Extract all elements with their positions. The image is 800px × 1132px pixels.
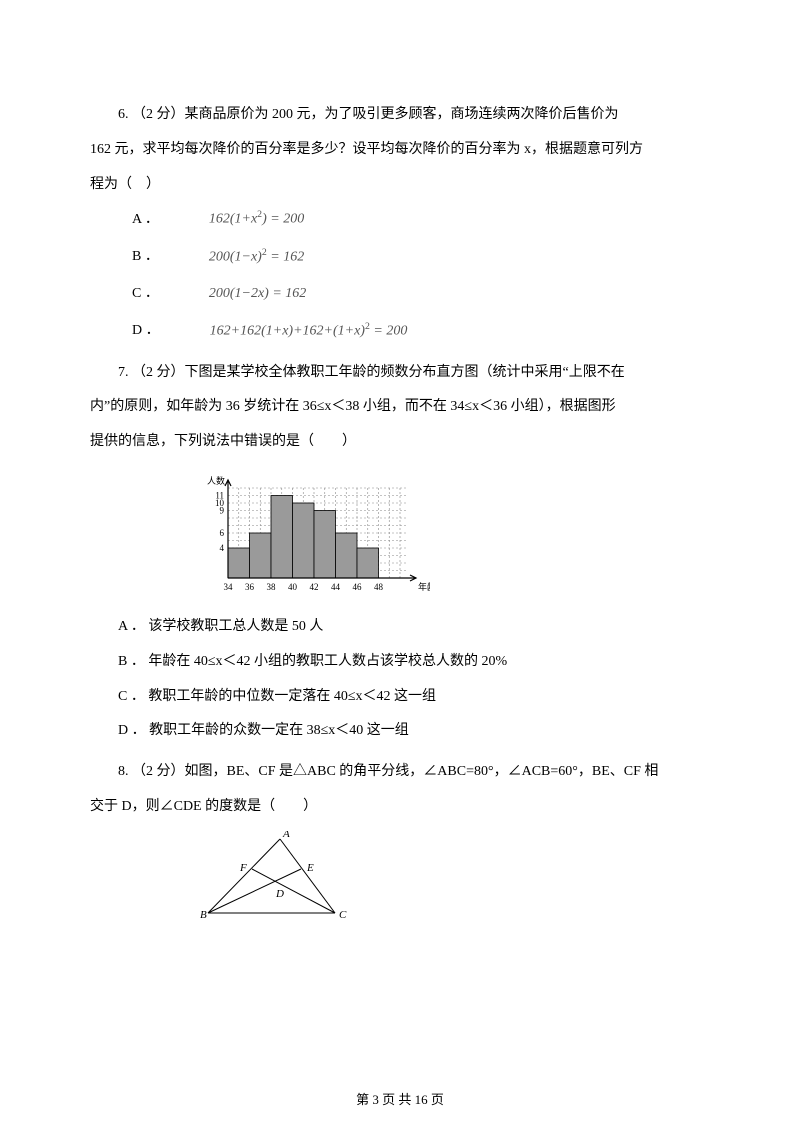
svg-text:38: 38 xyxy=(267,582,277,592)
svg-text:D: D xyxy=(275,888,284,900)
formula-image: 200(1−2x) = 162 xyxy=(167,279,306,310)
svg-text:34: 34 xyxy=(224,582,234,592)
formula-image: 162+162(1+x)+162+(1+x)2 = 200 xyxy=(168,316,408,347)
q7-option-b: B ． 年龄在 40≤x＜42 小组的教职工人数占该学校总人数的 20% xyxy=(90,647,710,678)
q8-stem-line2: 交于 D，则∠CDE 的度数是（ ） xyxy=(90,792,710,823)
q7-stem-line1: 7. （2 分）下图是某学校全体教职工年龄的频数分布直方图（统计中采用“上限不在 xyxy=(90,358,710,389)
svg-text:A: A xyxy=(282,831,290,840)
histogram-chart: 人数46910113436384042444648年龄 xyxy=(200,470,710,600)
svg-text:F: F xyxy=(239,862,247,874)
svg-text:E: E xyxy=(306,862,314,874)
page-footer: 第 3 页 共 16 页 xyxy=(0,1089,800,1108)
svg-text:年龄: 年龄 xyxy=(418,581,430,592)
formula-image: 162(1+x2) = 200 xyxy=(167,204,304,235)
option-label: A ． xyxy=(90,205,159,236)
svg-text:B: B xyxy=(200,909,207,921)
svg-text:4: 4 xyxy=(220,543,225,553)
svg-text:44: 44 xyxy=(331,582,341,592)
svg-text:40: 40 xyxy=(288,582,298,592)
svg-text:11: 11 xyxy=(215,490,224,500)
q7-option-c: C ． 教职工年龄的中位数一定落在 40≤x＜42 这一组 xyxy=(90,682,710,713)
q6-option-d: D ． 162+162(1+x)+162+(1+x)2 = 200 xyxy=(90,316,710,347)
svg-text:46: 46 xyxy=(353,582,363,592)
q7-stem-line3: 提供的信息，下列说法中错误的是（ ） xyxy=(90,427,710,458)
q6-stem-line3: 程为（ ） xyxy=(90,170,710,201)
q8-stem-line1: 8. （2 分）如图，BE、CF 是△ABC 的角平分线，∠ABC=80°，∠A… xyxy=(90,757,710,788)
geometry-svg: A B C F E D xyxy=(200,831,350,926)
svg-text:C: C xyxy=(339,909,347,921)
q7-option-a: A ． 该学校教职工总人数是 50 人 xyxy=(90,612,710,643)
q6-option-a: A ． 162(1+x2) = 200 xyxy=(90,204,710,235)
q6-stem-line2: 162 元，求平均每次降价的百分率是多少？设平均每次降价的百分率为 x，根据题意… xyxy=(90,135,710,166)
option-label: C ． xyxy=(90,279,159,310)
histogram-svg: 人数46910113436384042444648年龄 xyxy=(200,470,430,600)
svg-text:36: 36 xyxy=(245,582,255,592)
svg-text:6: 6 xyxy=(220,528,225,538)
option-label: B ． xyxy=(90,242,159,273)
svg-text:人数: 人数 xyxy=(207,475,225,486)
q6-option-b: B ． 200(1−x)2 = 162 xyxy=(90,242,710,273)
q7-option-d: D ． 教职工年龄的众数一定在 38≤x＜40 这一组 xyxy=(90,716,710,747)
option-label: D ． xyxy=(90,316,160,347)
formula-image: 200(1−x)2 = 162 xyxy=(167,242,304,273)
q6-stem-line1: 6. （2 分）某商品原价为 200 元，为了吸引更多顾客，商场连续两次降价后售… xyxy=(90,100,710,131)
svg-text:48: 48 xyxy=(374,582,384,592)
page-body: 6. （2 分）某商品原价为 200 元，为了吸引更多顾客，商场连续两次降价后售… xyxy=(0,0,800,979)
svg-text:42: 42 xyxy=(310,582,319,592)
geometry-figure: A B C F E D xyxy=(200,831,710,939)
q6-option-c: C ． 200(1−2x) = 162 xyxy=(90,279,710,310)
q7-stem-line2: 内”的原则，如年龄为 36 岁统计在 36≤x＜38 小组，而不在 34≤x＜3… xyxy=(90,392,710,423)
